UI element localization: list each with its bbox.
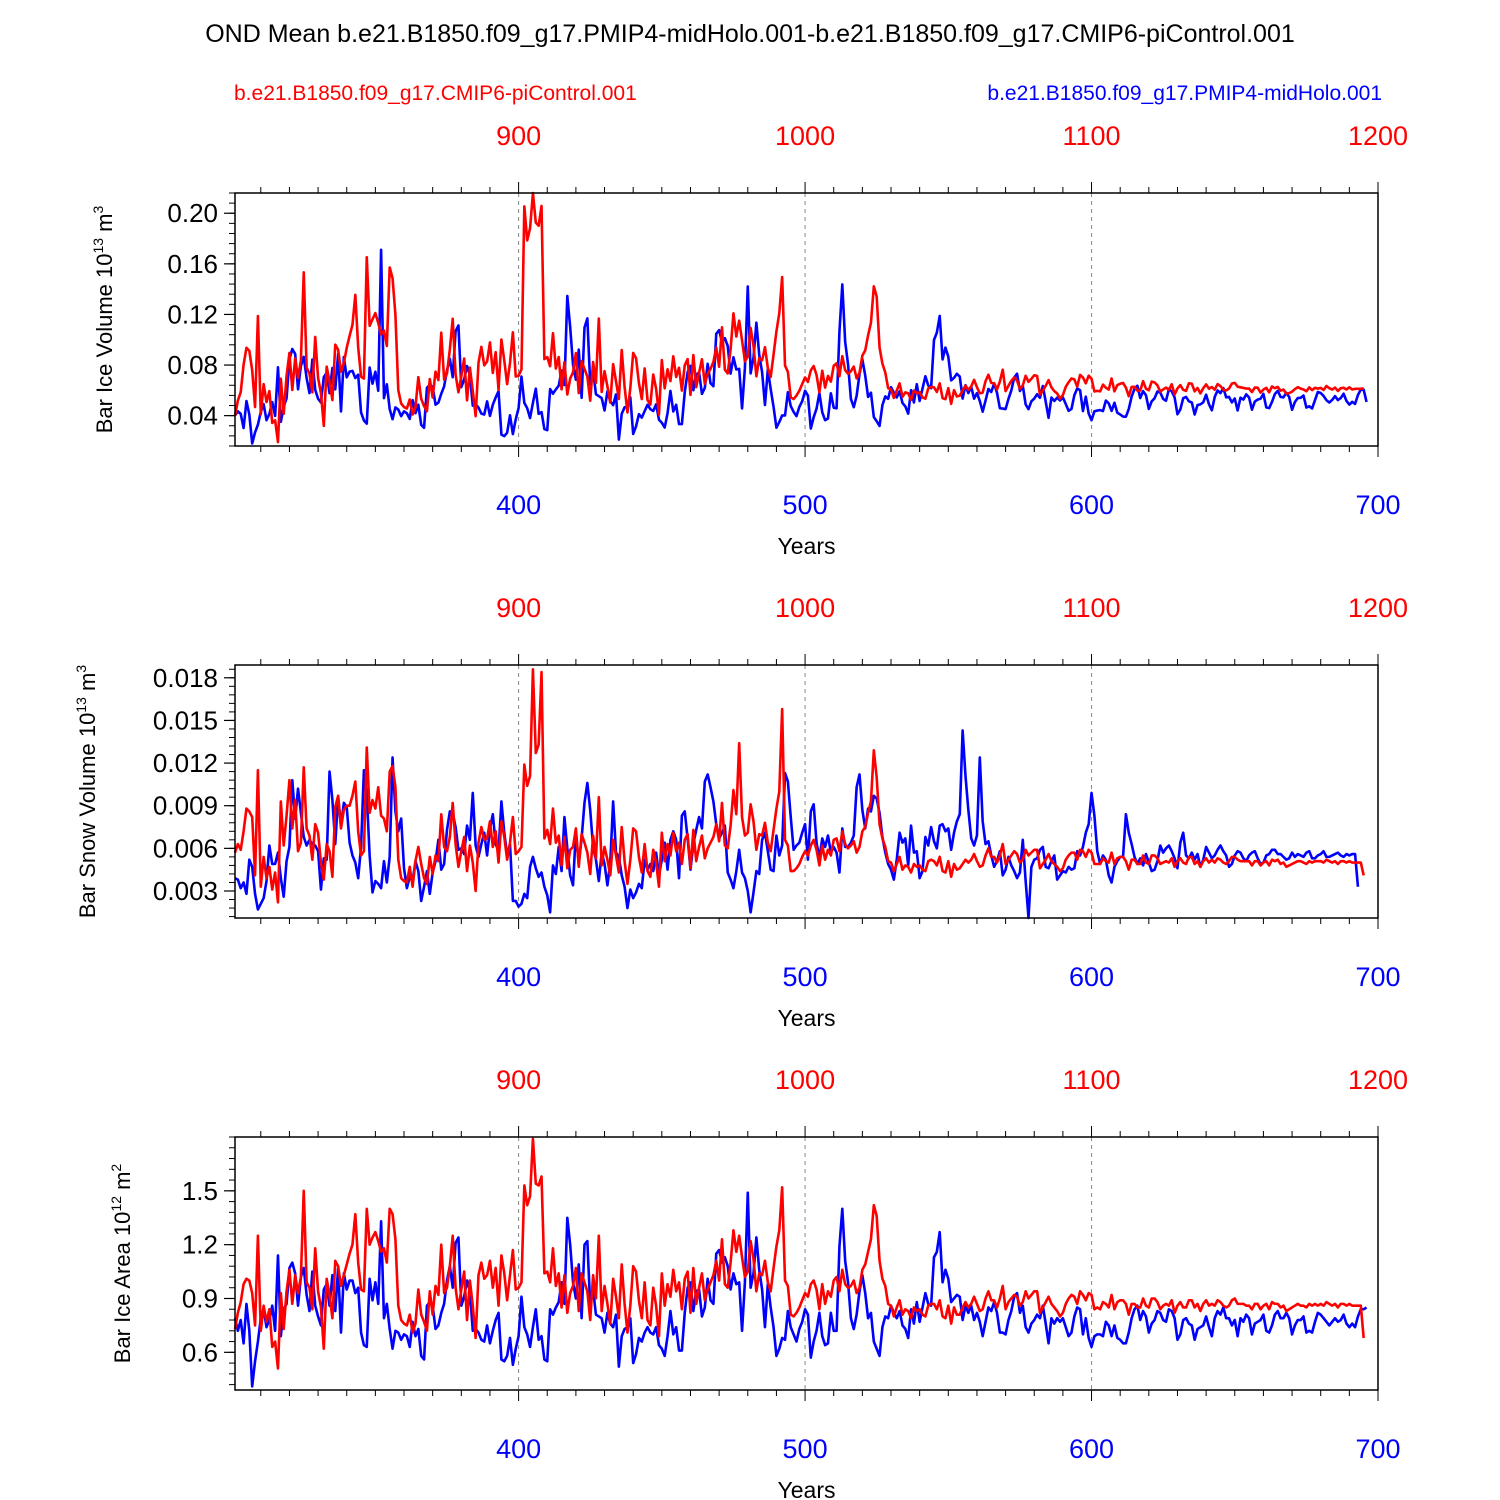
- ice-area-x-tick-label-top: 1100: [1063, 1065, 1121, 1095]
- ice-area-y-axis-text: m: [110, 1172, 135, 1196]
- ice-volume-y-tick-label: 0.12: [167, 299, 218, 329]
- snow-volume-midholo-line: [234, 729, 1360, 920]
- legend-control-run: b.e21.B1850.f09_g17.CMIP6-piControl.001: [234, 82, 637, 105]
- ice-volume-x-tick-label-bottom: 500: [783, 490, 828, 520]
- ice-area-x-tick-label-bottom: 700: [1355, 1434, 1400, 1464]
- snow-volume-y-tick-label: 0.009: [153, 791, 218, 821]
- ice-volume-y-tick-label: 0.20: [167, 198, 218, 228]
- ice-volume-x-tick-label-top: 1100: [1063, 121, 1121, 151]
- ice-volume-y-axis-superscript: 3: [90, 205, 106, 213]
- snow-volume-x-tick-label-bottom: 600: [1069, 962, 1114, 992]
- ice-volume-x-tick-label-top: 1200: [1348, 121, 1408, 151]
- snow-volume-x-tick-label-top: 1200: [1348, 593, 1408, 623]
- ice-area-midholo-line: [233, 1191, 1368, 1388]
- ice-volume-x-tick-label-bottom: 700: [1355, 490, 1400, 520]
- ice-area-y-tick-label: 0.6: [182, 1337, 218, 1367]
- snow-volume-x-tick-label-top: 1000: [775, 593, 835, 623]
- ice-volume-x-tick-label-top: 900: [496, 121, 541, 151]
- ice-volume-y-tick-label: 0.16: [167, 249, 218, 279]
- ice-area-x-tick-label-bottom: 400: [496, 1434, 541, 1464]
- ice-area-y-axis-superscript: 2: [108, 1164, 124, 1172]
- ice-area-control-line: [233, 1137, 1365, 1370]
- ice-volume-plot-frame: [234, 192, 1379, 447]
- ice-volume-y-axis-superscript: 13: [90, 238, 106, 254]
- snow-volume-plot-frame: [234, 664, 1379, 919]
- snow-volume-y-tick-label: 0.006: [153, 833, 218, 863]
- legend-midholo-run: b.e21.B1850.f09_g17.PMIP4-midHolo.001: [987, 82, 1382, 105]
- snow-volume-y-axis-text: Bar Snow Volume 10: [75, 713, 100, 918]
- ice-area-x-tick-label-top: 1200: [1348, 1065, 1408, 1095]
- page-title: OND Mean b.e21.B1850.f09_g17.PMIP4-midHo…: [205, 20, 1295, 48]
- ice-area-y-axis-superscript: 12: [108, 1196, 124, 1212]
- ice-volume-x-tick-label-bottom: 400: [496, 490, 541, 520]
- ice-volume-y-tick-label: 0.04: [167, 401, 218, 431]
- snow-volume-y-axis-label: Bar Snow Volume 1013 m3: [73, 665, 100, 919]
- ice-area-x-tick-label-top: 900: [496, 1065, 541, 1095]
- snow-volume-y-axis-text: m: [75, 673, 100, 697]
- ice-volume-x-tick-label-top: 1000: [775, 121, 835, 151]
- snow-volume-control-line: [233, 667, 1365, 904]
- ice-volume-midholo-line: [233, 248, 1368, 445]
- ice-area-plot-frame: [234, 1136, 1379, 1391]
- ice-volume-y-axis-text: m: [92, 213, 117, 237]
- snow-volume-y-tick-label: 0.018: [153, 663, 218, 693]
- snow-volume-y-axis-superscript: 13: [73, 697, 89, 713]
- ice-volume-x-axis-label: Years: [778, 533, 836, 559]
- snow-volume-x-tick-label-bottom: 700: [1355, 962, 1400, 992]
- snow-volume-y-tick-label: 0.015: [153, 705, 218, 735]
- snow-volume-x-tick-label-top: 1100: [1063, 593, 1121, 623]
- snow-volume-x-tick-label-top: 900: [496, 593, 541, 623]
- ice-volume-control-line: [233, 191, 1364, 444]
- ice-area-x-tick-label-bottom: 600: [1069, 1434, 1114, 1464]
- ice-area-y-axis-label: Bar Ice Area 1012 m2: [108, 1164, 135, 1364]
- ice-area-y-axis-text: Bar Ice Area 10: [110, 1212, 135, 1364]
- snow-volume-y-tick-label: 0.003: [153, 876, 218, 906]
- ice-area-x-tick-label-top: 1000: [775, 1065, 835, 1095]
- ice-volume-y-axis-text: Bar Ice Volume 10: [92, 254, 117, 434]
- ice-area-x-axis-label: Years: [778, 1477, 836, 1500]
- ice-area-y-tick-label: 0.9: [182, 1283, 218, 1313]
- ice-area-y-tick-label: 1.2: [182, 1230, 218, 1260]
- ice-volume-x-tick-label-bottom: 600: [1069, 490, 1114, 520]
- ice-volume-y-axis-label: Bar Ice Volume 1013 m3: [90, 205, 117, 433]
- ice-volume-y-tick-label: 0.08: [167, 350, 218, 380]
- ice-area-x-tick-label-bottom: 500: [783, 1434, 828, 1464]
- snow-volume-x-tick-label-bottom: 500: [783, 962, 828, 992]
- snow-volume-x-axis-label: Years: [778, 1005, 836, 1031]
- snow-volume-y-tick-label: 0.012: [153, 748, 218, 778]
- snow-volume-y-axis-superscript: 3: [73, 665, 89, 673]
- snow-volume-x-tick-label-bottom: 400: [496, 962, 541, 992]
- ice-area-y-tick-label: 1.5: [182, 1176, 218, 1206]
